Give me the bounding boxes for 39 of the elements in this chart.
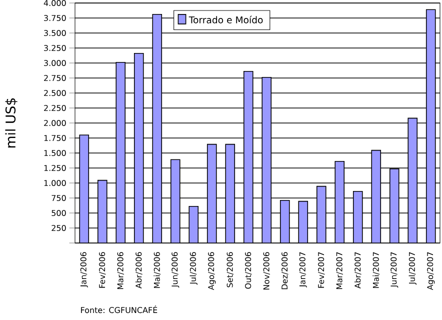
y-tick-label: 1.500	[44, 150, 66, 156]
y-tick-label: 750	[52, 194, 66, 202]
x-tick-label: Ago/2007	[427, 252, 435, 290]
x-tick-label: Jul/2006	[190, 252, 198, 285]
x-tick-label: Nov/2006	[263, 252, 270, 290]
x-tick-label: Out/2006	[245, 252, 252, 289]
x-tick-label: Jan/2006	[80, 252, 88, 288]
source-note: Fonte: CGFUNCAFÉ	[81, 306, 158, 314]
x-tick-label: Mar/2007	[336, 252, 343, 289]
x-tick-label: Mai/2006	[154, 252, 161, 288]
x-tick-label: Set/2006	[226, 252, 234, 288]
x-tick-label: Jul/2007	[408, 252, 416, 285]
y-tick-label: 250	[52, 224, 66, 232]
y-tick-label: 1.250	[44, 164, 66, 172]
x-tick-label: Jan/2007	[299, 252, 307, 288]
y-tick-label: 500	[52, 210, 66, 216]
x-tick-label: Fev/2006	[99, 252, 106, 288]
y-axis-title: mil US$	[5, 98, 18, 148]
x-tick-label: Mai/2007	[372, 252, 380, 288]
y-tick-label: 3.000	[44, 60, 66, 66]
y-tick-label: 1.000	[44, 180, 66, 186]
y-tick-label: 3.750	[44, 14, 66, 22]
x-tick-label: Abr/2007	[354, 252, 362, 288]
y-tick-label: 2.000	[44, 120, 66, 126]
y-tick-label: 3.500	[44, 30, 66, 36]
x-tick-label: Ago/2006	[208, 252, 216, 290]
y-tick-label: 2.250	[44, 104, 66, 112]
x-tick-label: Fev/2007	[318, 252, 325, 288]
x-tick-label: Abr/2006	[135, 252, 142, 288]
legend-label: Torrado e Moído	[188, 16, 263, 24]
y-tick-label: 2.750	[44, 74, 66, 82]
x-tick-label: Dez/2006	[282, 252, 288, 290]
y-tick-label: 4.000	[44, 0, 66, 6]
x-tick-label: Jun/2007	[390, 252, 398, 288]
y-tick-label: 3.250	[44, 44, 66, 52]
x-tick-label: Mar/2006	[117, 252, 124, 289]
y-tick-label: 2.500	[44, 90, 66, 96]
y-tick-label: 1.750	[44, 134, 66, 142]
x-tick-label: Jun/2006	[172, 252, 180, 288]
